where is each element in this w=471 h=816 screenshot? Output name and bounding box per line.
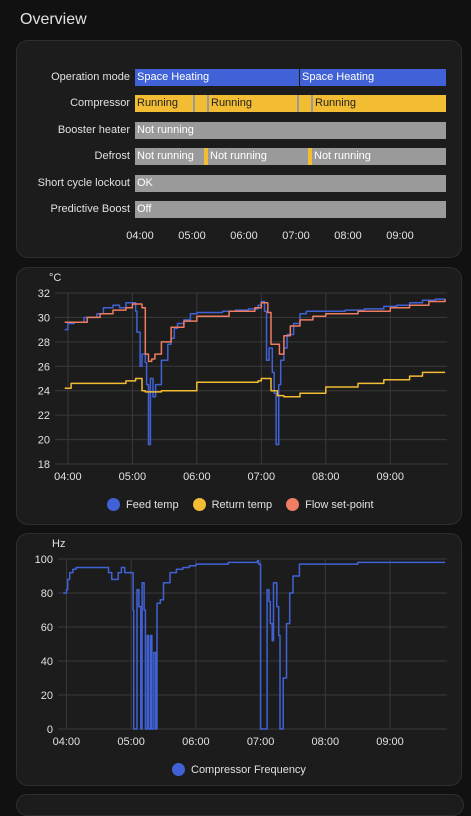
x-tick-label: 07:00 [247,736,275,748]
legend-swatch [286,498,300,511]
timeline-bar: OK [135,175,446,192]
y-tick-label: 100 [35,554,53,566]
y-tick-label: 20 [38,435,50,447]
y-tick-label: 28 [38,337,50,349]
timeline-row-label: Short cycle lockout [37,177,130,189]
legend-item[interactable]: Compressor Frequency [172,763,306,776]
timeline-segment[interactable]: Not running [312,148,446,165]
timeline-axis-label: 05:00 [178,230,206,242]
page-title: Overview [20,11,87,28]
legend-label: Flow set-point [305,498,374,511]
temperature-legend: Feed temp Return temp Flow set-point [107,498,388,511]
timeline-axis-label: 07:00 [282,230,310,242]
timeline-row: Predictive Boost Off [17,201,461,218]
timeline-axis-label: 04:00 [126,230,154,242]
timeline-segment[interactable]: Not running [135,122,446,139]
series-line[interactable] [64,298,446,446]
timeline-row: Defrost Not running Not running Not running [17,148,461,165]
legend-item[interactable]: Return temp [192,498,273,511]
legend-swatch [107,498,120,511]
timeline-axis-label: 09:00 [386,230,414,242]
x-tick-label: 04:00 [54,471,82,483]
timeline-row: Operation mode Space Heating Space Heating [17,69,461,86]
timeline-row: Short cycle lockout OK [17,175,461,192]
x-tick-label: 09:00 [376,471,404,483]
timeline-segment[interactable]: Running [135,95,193,112]
legend-swatch [172,763,185,776]
legend-swatch [192,498,206,511]
y-tick-label: 32 [38,288,50,300]
timeline-card: Operation mode Space Heating Space Heating… [16,40,462,258]
timeline-bar: Not running [135,122,446,139]
x-tick-label: 08:00 [312,471,340,483]
legend-item[interactable]: Feed temp [107,498,179,511]
y-tick-label: 20 [41,690,53,702]
series-line[interactable] [63,559,446,730]
timeline-bar: Running Running Running [135,95,446,112]
timeline-row: Compressor Running Running Running [17,95,461,112]
y-tick-label: 22 [38,410,50,422]
timeline-segment[interactable] [299,95,311,112]
timeline-segment[interactable]: Space Heating [299,69,446,86]
y-tick-label: 26 [38,361,50,373]
legend-label: Return temp [211,498,273,511]
series-line[interactable] [64,299,446,363]
legend-label: Compressor Frequency [191,763,306,776]
next-card [16,794,464,816]
y-axis-unit: Hz [52,538,65,550]
timeline-axis-label: 06:00 [230,230,258,242]
timeline-segment[interactable]: Running [313,95,446,112]
legend-item[interactable]: Flow set-point [286,498,374,511]
x-tick-label: 05:00 [119,471,147,483]
timeline-segment[interactable] [195,95,207,112]
timeline-axis-label: 08:00 [334,230,362,242]
x-tick-label: 07:00 [248,471,276,483]
y-tick-label: 30 [38,312,50,324]
x-tick-label: 09:00 [376,736,404,748]
timeline-row-label: Booster heater [57,124,130,136]
frequency-chart-card: 0 20 40 60 80 100 04:00 05:00 06:00 07:00 08:00 09:… [16,533,462,786]
timeline-segment[interactable] [204,148,208,165]
x-tick-label: 05:00 [117,736,145,748]
timeline-segment[interactable] [297,95,299,112]
timeline-segment[interactable]: Space Heating [135,69,299,86]
timeline-segment[interactable]: Not running [208,148,308,165]
temperature-chart: 18 20 22 24 26 28 30 32 04:00 05:00 06:00 07:00 08:0… [38,272,447,483]
timeline-segment[interactable]: OK [135,175,446,192]
timeline-row: Booster heater Not running [17,122,461,139]
timeline-bar: Off [135,201,446,218]
timeline-segment[interactable] [308,148,312,165]
legend-label: Feed temp [126,498,179,511]
temperature-chart-card: 18 20 22 24 26 28 30 32 04:00 05:00 06:00 07:00 08:0… [16,267,462,525]
timeline-segment[interactable]: Not running [135,148,204,165]
y-tick-label: 0 [47,724,53,736]
y-tick-label: 24 [38,386,50,398]
timeline-row-label: Compressor [70,97,130,109]
timeline-row-label: Defrost [94,150,130,162]
timeline-segment[interactable] [193,95,195,112]
y-axis-unit: °C [49,272,61,284]
y-tick-label: 60 [41,622,53,634]
x-tick-label: 06:00 [183,471,211,483]
frequency-chart: 0 20 40 60 80 100 04:00 05:00 06:00 07:00 08:00 09:… [35,538,447,748]
timeline-bar: Space Heating Space Heating [135,69,446,86]
timeline-segment[interactable]: Off [135,201,446,218]
timeline-bar: Not running Not running Not running [135,148,446,165]
timeline-row-label: Operation mode [51,71,130,83]
x-tick-label: 04:00 [53,736,81,748]
timeline-segment[interactable]: Running [209,95,297,112]
timeline-segment[interactable] [207,95,209,112]
timeline-segment[interactable] [311,95,313,112]
frequency-legend: Compressor Frequency [172,763,320,776]
x-tick-label: 08:00 [312,736,340,748]
y-tick-label: 18 [38,459,50,471]
y-tick-label: 40 [41,656,53,668]
y-tick-label: 80 [41,588,53,600]
timeline-row-label: Predictive Boost [50,203,130,215]
series-line[interactable] [64,371,446,398]
x-tick-label: 06:00 [182,736,210,748]
